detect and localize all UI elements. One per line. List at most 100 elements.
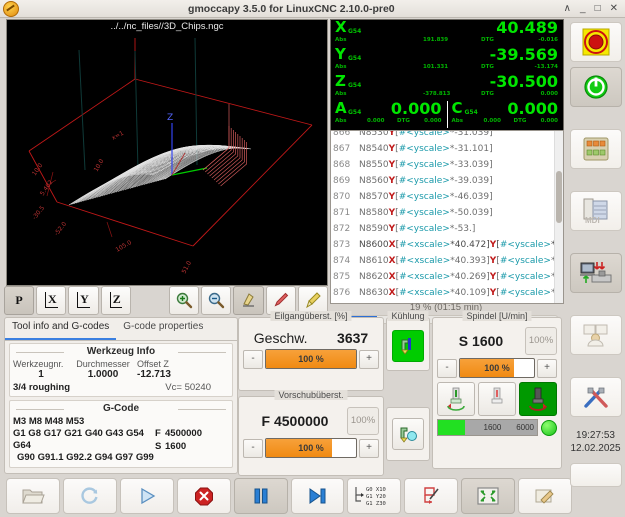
dro-panel[interactable]: X G54 40.489 Abs 191.839 DTG -0.016 Y G5… bbox=[330, 19, 564, 131]
rapid-plus-button[interactable]: + bbox=[359, 349, 379, 369]
view-x-button[interactable]: X bbox=[36, 285, 67, 315]
dro-axis-label-y: Y bbox=[335, 45, 346, 63]
spindle-minus-button[interactable]: - bbox=[437, 358, 457, 378]
spindle-speed-label: S bbox=[458, 333, 469, 349]
shade-button[interactable]: ∧ bbox=[563, 2, 571, 14]
gcode-line[interactable]: 873 N8600X[#<xscale>*40.472]Y[#<yscale>*-… bbox=[331, 237, 563, 253]
reload-file-button[interactable] bbox=[62, 478, 117, 514]
speed-code-label: S bbox=[155, 441, 162, 452]
spindle-ccw-button[interactable] bbox=[437, 382, 475, 416]
user-tabs-button[interactable] bbox=[569, 315, 622, 355]
gcode-line[interactable]: 868 N8550Y[#<yscale>*-33.039] bbox=[331, 157, 563, 173]
gcode-list-scrollbar[interactable] bbox=[554, 131, 563, 303]
spindle-stop-button[interactable] bbox=[478, 382, 516, 416]
gcode-line[interactable]: 870 N8570Y[#<yscale>*-46.039] bbox=[331, 189, 563, 205]
gcode-line[interactable]: 874 N8610X[#<xscale>*40.393]Y[#<yscale>*-… bbox=[331, 253, 563, 269]
run-from-line-button[interactable]: G0 X10 G1 Y20 G1 Z30 bbox=[347, 478, 402, 514]
close-button[interactable]: ✕ bbox=[609, 2, 618, 14]
gcode-line[interactable]: 871 N8580Y[#<yscale>*-50.039] bbox=[331, 205, 563, 221]
fullscreen-button[interactable] bbox=[461, 478, 516, 514]
dro-abs-label-z: Abs bbox=[335, 91, 347, 97]
override-column: Eilgangüberst. [%] Geschw. 3637 - 100 % … bbox=[238, 311, 384, 476]
spindle-rpm-mid-label: 1600 bbox=[483, 423, 502, 432]
flood-coolant-button[interactable] bbox=[392, 330, 424, 362]
dro-row-x[interactable]: X G54 40.489 Abs 191.839 DTG -0.016 bbox=[331, 20, 563, 47]
gcode-line[interactable]: 872 N8590Y[#<yscale>*-53.] bbox=[331, 221, 563, 237]
limits-button[interactable] bbox=[297, 285, 329, 315]
open-file-button[interactable] bbox=[6, 478, 60, 514]
dro-row-c[interactable]: C G54 0.000 Abs 0.000 DTG 0.000 bbox=[446, 99, 564, 128]
optional-block-button[interactable] bbox=[404, 478, 459, 514]
pause-button[interactable] bbox=[233, 478, 288, 514]
gcode-preview-graphics[interactable]: 10.0 5.402 -30.5 -52.0 105.0 51.0 10.0 x… bbox=[6, 19, 328, 286]
gcode-source-list[interactable]: 866 N8530Y[#<yscale>*-31.039] 867 N8540Y[#<… bbox=[330, 130, 564, 304]
spindle-rpm-max-label: 6000 bbox=[516, 423, 534, 432]
spindle-plus-button[interactable]: + bbox=[537, 358, 557, 378]
feed-reset-button[interactable]: 100% bbox=[347, 407, 379, 435]
auto-machine-icon bbox=[579, 262, 611, 283]
maximize-button[interactable]: □ bbox=[594, 2, 601, 14]
machine-power-button[interactable] bbox=[569, 67, 622, 107]
svg-text:-52.0: -52.0 bbox=[53, 221, 68, 238]
block-delete-icon bbox=[424, 487, 439, 504]
dro-abs-label-y: Abs bbox=[335, 64, 347, 70]
svg-text:G0 X10: G0 X10 bbox=[366, 487, 386, 493]
run-button[interactable] bbox=[119, 478, 174, 514]
gcode-line[interactable]: 866 N8530Y[#<yscale>*-31.039] bbox=[331, 131, 563, 141]
auto-mode-button[interactable] bbox=[569, 253, 622, 293]
title-bar: gmoccapy 3.5.0 for LinuxCNC 2.10.0-pre0 … bbox=[0, 0, 625, 18]
tool-description: 3/4 roughing bbox=[13, 382, 70, 393]
dro-row-ac: A G54 0.000 Abs 0.000 DTG 0.000 C G54 0.… bbox=[331, 99, 564, 128]
dro-row-z[interactable]: Z G54 -30.500 Abs -378.813 DTG 0.000 bbox=[331, 72, 563, 101]
tool-info-section: Werkzeug Info Werkzeugnr. Durchmesser Of… bbox=[9, 343, 233, 397]
mdi-mode-button[interactable]: MDI bbox=[569, 191, 622, 231]
tab-gcode-properties[interactable]: G-code properties bbox=[123, 321, 204, 332]
dro-value-z: -30.500 bbox=[489, 72, 558, 91]
feed-plus-button[interactable]: + bbox=[359, 438, 379, 458]
sidebar-extra-button[interactable] bbox=[569, 463, 622, 487]
mist-coolant-button[interactable] bbox=[392, 418, 424, 450]
view-z-button[interactable]: Z bbox=[100, 285, 131, 315]
settings-button[interactable] bbox=[569, 377, 622, 417]
svg-text:G1 Z30: G1 Z30 bbox=[366, 501, 386, 507]
tool-info-heading: Werkzeug Info bbox=[13, 346, 229, 357]
gcode-line-number: 870 bbox=[333, 192, 351, 202]
clock-date: 12.02.2025 bbox=[570, 443, 621, 454]
spindle-override-slider[interactable]: 100 % bbox=[459, 358, 535, 378]
gcode-list-scroll-thumb[interactable] bbox=[556, 171, 562, 223]
zoom-in-button[interactable] bbox=[169, 285, 200, 315]
gcode-line[interactable]: 876 N8630X[#<xscale>*40.109]Y[#<yscale>*-… bbox=[331, 285, 563, 301]
dro-dtg-label-x: DTG bbox=[481, 37, 494, 43]
feed-minus-button[interactable]: - bbox=[243, 438, 263, 458]
dro-dtg-value-x: -0.016 bbox=[538, 37, 558, 43]
tab-tool-info-and-gcodes[interactable]: Tool info and G-codes bbox=[5, 318, 117, 340]
spindle-reset-button[interactable]: 100% bbox=[525, 327, 557, 355]
dro-dtg-label-c: DTG bbox=[513, 118, 527, 124]
dro-row-a[interactable]: A G54 0.000 Abs 0.000 DTG 0.000 bbox=[331, 100, 447, 128]
dro-row-y[interactable]: Y G54 -39.569 Abs 101.331 DTG -13.174 bbox=[331, 45, 563, 74]
spindle-cw-button[interactable] bbox=[519, 382, 557, 416]
dro-system-z: G54 bbox=[348, 82, 362, 89]
rapid-minus-button[interactable]: - bbox=[243, 349, 263, 369]
folder-icon bbox=[22, 489, 45, 504]
gcode-heading: G-Code bbox=[13, 403, 229, 414]
active-g-codes-line1: G1 G8 G17 G21 G40 G43 G54 G64 bbox=[13, 428, 144, 451]
gcode-line[interactable]: 869 N8560Y[#<yscale>*-39.039] bbox=[331, 173, 563, 189]
manual-mode-button[interactable] bbox=[569, 129, 622, 169]
gcode-line[interactable]: 867 N8540Y[#<yscale>*-31.101] bbox=[331, 141, 563, 157]
dro-axis-label-c: C bbox=[451, 99, 463, 117]
step-button[interactable] bbox=[290, 478, 345, 514]
edit-button[interactable] bbox=[518, 478, 573, 514]
zoom-out-button[interactable] bbox=[201, 285, 232, 315]
estop-button[interactable] bbox=[569, 22, 622, 62]
view-p-button[interactable]: P bbox=[4, 285, 35, 315]
feed-override-slider[interactable]: 100 % bbox=[265, 438, 357, 458]
minimize-button[interactable]: _ bbox=[580, 2, 586, 14]
tool-diameter-header: Durchmesser bbox=[76, 359, 130, 369]
gcode-line-text: N8610X[#<xscale>*40.393]Y[#<yscale>*-53.… bbox=[359, 256, 563, 266]
rapid-override-slider[interactable]: 100 % bbox=[265, 349, 357, 369]
stop-button[interactable] bbox=[176, 478, 231, 514]
clear-plot-button[interactable] bbox=[233, 285, 264, 315]
view-y-button[interactable]: Y bbox=[68, 285, 99, 315]
gcode-line[interactable]: 875 N8620X[#<xscale>*40.269]Y[#<yscale>*-… bbox=[331, 269, 563, 285]
